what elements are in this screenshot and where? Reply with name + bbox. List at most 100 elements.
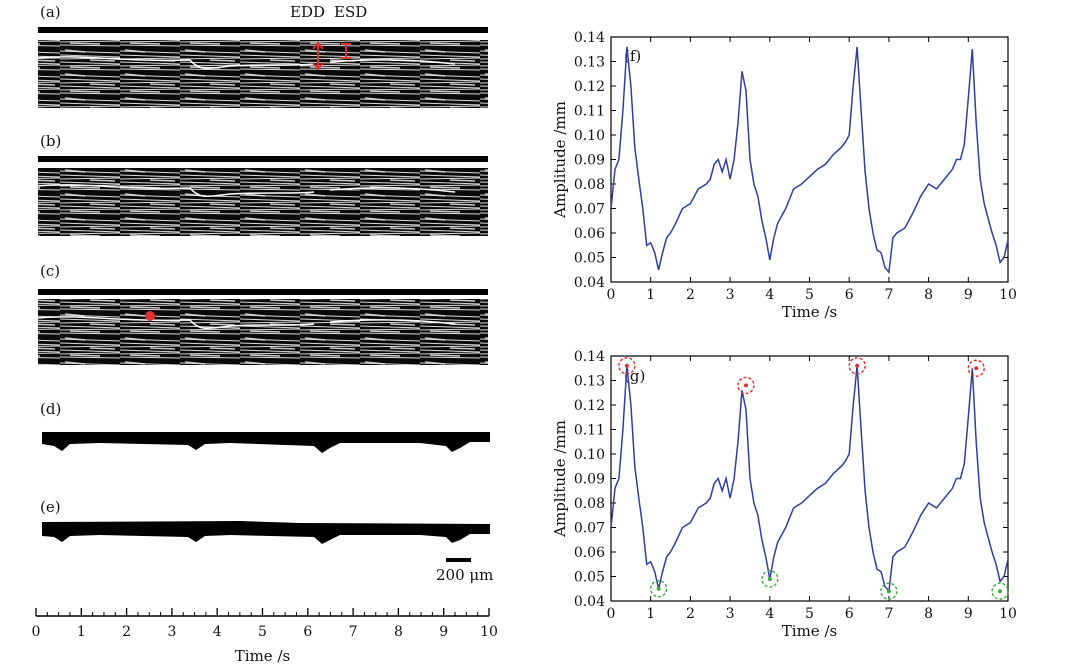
chart-g-y-tick-label: 0.06 xyxy=(574,545,605,561)
chart-g-x-tick-label: 9 xyxy=(964,606,973,622)
left-axis-tick-label: 1 xyxy=(77,624,86,640)
panel-c-red-dot xyxy=(145,311,155,321)
chart-g-trough-point xyxy=(767,576,772,581)
chart-g-peak-point xyxy=(855,363,860,368)
chart-f-y-tick-label: 0.06 xyxy=(574,226,605,242)
chart-f-y-tick-label: 0.09 xyxy=(574,153,605,169)
chart-g-y-tick-label: 0.04 xyxy=(574,594,605,610)
left-axis-tick-label: 7 xyxy=(349,624,358,640)
panel-e-profile xyxy=(42,521,490,544)
chart-f-x-tick-label: 6 xyxy=(845,287,854,303)
chart-f-y-tick-label: 0.07 xyxy=(574,202,605,218)
chart-g-y-tick-label: 0.07 xyxy=(574,521,605,537)
panel-c-image xyxy=(38,299,488,365)
chart-f-plot-frame xyxy=(610,36,1009,283)
panel-c: (c) xyxy=(37,262,488,365)
scale-bar-label: 200 μm xyxy=(436,566,493,584)
chart-f-y-tick-label: 0.13 xyxy=(574,55,605,71)
chart-f-ylabel: Amplitude /mm xyxy=(551,101,569,219)
left-axis-tick-label: 10 xyxy=(480,624,498,640)
left-axis-tick-label: 8 xyxy=(394,624,403,640)
panel-a-top-band xyxy=(38,27,488,33)
edd-arrowheads xyxy=(312,41,324,71)
left-axis-tick-label: 2 xyxy=(122,624,131,640)
chart-g-peak-point xyxy=(974,366,979,371)
chart-f-y-tick-label: 0.05 xyxy=(574,251,605,267)
chart-g-x-tick-label: 8 xyxy=(924,606,933,622)
chart-g-peak-point xyxy=(743,383,748,388)
chart-g-x-tick-label: 6 xyxy=(845,606,854,622)
chart-g-x-tick-label: 4 xyxy=(765,606,774,622)
edd-label: EDD xyxy=(290,3,325,21)
chart-g-y-tick-label: 0.05 xyxy=(574,570,605,586)
chart-g-ylabel: Amplitude /mm xyxy=(551,420,569,538)
chart-g-trough-marker xyxy=(991,582,1009,600)
panel-g-label: (g) xyxy=(624,367,645,385)
chart-f-x-tick-label: 2 xyxy=(686,287,695,303)
chart-g-y-tick-label: 0.14 xyxy=(574,349,605,365)
chart-g-y-tick-label: 0.08 xyxy=(574,496,605,512)
left-axis-tick-label: 6 xyxy=(303,624,312,640)
chart-g: (g) 0 1 2 3 4 5 6 7 8 9 10 0.04 0.05 0.06 0.07 0.08 0.09… xyxy=(551,349,1017,640)
panel-d: (d) xyxy=(40,400,490,453)
panel-b-top-band xyxy=(38,156,488,162)
chart-f-xlabel: Time /s xyxy=(782,303,837,321)
panel-c-label: (c) xyxy=(40,262,60,280)
chart-g-x-tick-label: 3 xyxy=(726,606,735,622)
chart-g-y-tick-label: 0.10 xyxy=(574,447,605,463)
chart-g-x-tick-label: 0 xyxy=(607,606,616,622)
panel-b-image xyxy=(38,168,488,236)
left-axis-tick-label: 0 xyxy=(32,624,41,640)
left-axis-tick-label: 5 xyxy=(258,624,267,640)
esd-arrowheads xyxy=(341,43,351,59)
chart-f-x-tick-label: 10 xyxy=(999,287,1017,303)
chart-f: (f) 0 1 2 3 4 5 6 7 8 9 100.040.050.060.070.080.09… xyxy=(551,30,1017,321)
panel-b-wall-trace xyxy=(37,184,456,197)
chart-f-x-tick-label: 1 xyxy=(646,287,655,303)
left-axis-tick-label: 9 xyxy=(439,624,448,640)
left-time-axis: 0 1 2 3 4 5 6 7 8 9 10 Time /s xyxy=(32,608,498,665)
left-axis-xlabel: Time /s xyxy=(235,647,290,665)
chart-g-trough-point xyxy=(998,589,1003,594)
panel-e: (e) xyxy=(40,498,490,544)
chart-g-trough-point xyxy=(886,589,891,594)
chart-f-y-tick-label: 0.08 xyxy=(574,177,605,193)
panel-d-profile xyxy=(42,432,490,453)
chart-f-x-tick-label: 4 xyxy=(765,287,774,303)
chart-g-plot-frame xyxy=(610,355,1009,602)
chart-g-peak-point xyxy=(624,363,629,368)
chart-g-x-tick-label: 5 xyxy=(805,606,814,622)
chart-g-peak-marker xyxy=(967,359,985,377)
panel-c-top-band xyxy=(38,289,488,295)
panel-b-label: (b) xyxy=(40,132,61,150)
chart-f-x-tick-label: 8 xyxy=(924,287,933,303)
chart-g-y-tick-label: 0.11 xyxy=(574,423,605,439)
chart-g-x-tick-label: 7 xyxy=(884,606,893,622)
chart-f-x-tick-label: 0 xyxy=(607,287,616,303)
chart-f-x-tick-label: 5 xyxy=(805,287,814,303)
left-axis-tick-label: 4 xyxy=(213,624,222,640)
panel-a-wall-trace xyxy=(37,56,456,69)
chart-g-peak-marker xyxy=(737,376,755,395)
panel-d-label: (d) xyxy=(40,400,61,418)
panel-a-label: (a) xyxy=(40,3,61,21)
scale-bar-line xyxy=(446,558,471,562)
panel-b: (b) xyxy=(37,132,488,236)
chart-f-x-tick-label: 9 xyxy=(964,287,973,303)
chart-f-x-tick-label: 7 xyxy=(884,287,893,303)
chart-g-y-tick-label: 0.12 xyxy=(574,398,605,414)
chart-f-y-tick-label: 0.04 xyxy=(574,275,605,291)
chart-f-y-tick-label: 0.14 xyxy=(574,30,605,46)
panel-a-image xyxy=(38,40,488,108)
panel-e-label: (e) xyxy=(40,498,61,516)
chart-g-peak-marker xyxy=(848,357,866,375)
chart-g-trough-marker xyxy=(880,582,898,600)
chart-g-trough-marker xyxy=(761,570,779,588)
chart-f-y-tick-label: 0.10 xyxy=(574,128,605,144)
chart-f-series-line xyxy=(610,46,1009,275)
chart-f-x-tick-label: 3 xyxy=(726,287,735,303)
chart-g-x-tick-label: 10 xyxy=(999,606,1017,622)
chart-f-y-tick-label: 0.11 xyxy=(574,104,605,120)
chart-g-peak-marker xyxy=(618,357,636,375)
